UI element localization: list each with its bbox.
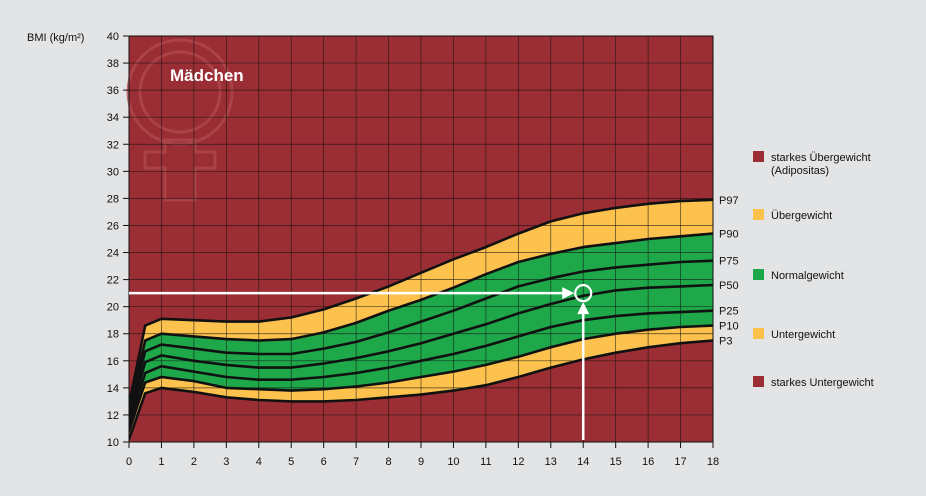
- x-tick-15: 15: [610, 456, 622, 468]
- legend-label-2: Übergewicht: [771, 210, 832, 222]
- x-tick-18: 18: [707, 456, 719, 468]
- y-axis-label: BMI (kg/m²): [27, 32, 84, 44]
- y-tick-14: 14: [107, 383, 119, 395]
- y-tick-30: 30: [107, 166, 119, 178]
- y-tick-16: 16: [107, 356, 119, 368]
- x-tick-9: 9: [418, 456, 424, 468]
- legend-swatch-3: [753, 269, 764, 280]
- x-tick-10: 10: [447, 456, 459, 468]
- marker-circle: [574, 284, 593, 303]
- label-p25: P25: [719, 306, 739, 318]
- legend-label-4: Untergewicht: [771, 329, 835, 341]
- y-tick-34: 34: [107, 112, 119, 124]
- label-p3: P3: [719, 336, 732, 348]
- curve-p97: [129, 198, 713, 406]
- example-marker: [129, 284, 593, 440]
- x-tick-12: 12: [512, 456, 524, 468]
- y-tick-labels: 10 12 14 16 18 20 22 24 26 28 30 32 34 36 38 40: [107, 31, 129, 449]
- legend-swatch-2: [753, 209, 764, 220]
- x-tick-11: 11: [480, 456, 491, 468]
- x-tick-8: 8: [385, 456, 391, 468]
- x-tick-2: 2: [191, 456, 197, 468]
- legend-sublabel-1: (Adipositas): [771, 165, 829, 177]
- legend-label-3: Normalgewicht: [771, 270, 844, 282]
- label-p90: P90: [719, 229, 739, 241]
- x-tick-17: 17: [674, 456, 686, 468]
- x-tick-3: 3: [223, 456, 229, 468]
- x-tick-labels: 0 1 2 3 4 5 6 7 8 9 10 11 12 13 14 15 16 17 18: [126, 442, 719, 468]
- x-tick-16: 16: [642, 456, 654, 468]
- band-p75-p90: [129, 233, 713, 415]
- curve-p50: [129, 283, 713, 422]
- y-tick-36: 36: [107, 85, 119, 97]
- label-p10: P10: [719, 321, 739, 333]
- x-tick-6: 6: [321, 456, 327, 468]
- y-tick-10: 10: [107, 437, 119, 449]
- x-tick-13: 13: [545, 456, 557, 468]
- legend-label-5: starkes Untergewicht: [771, 377, 874, 389]
- label-p97: P97: [719, 195, 739, 207]
- x-tick-14: 14: [577, 456, 589, 468]
- legend-swatch-4: [753, 328, 764, 339]
- curve-p25: [129, 309, 713, 428]
- y-tick-22: 22: [107, 275, 119, 287]
- y-tick-26: 26: [107, 220, 119, 232]
- band-p90-p97: [129, 199, 713, 410]
- y-tick-20: 20: [107, 302, 119, 314]
- y-tick-38: 38: [107, 58, 119, 70]
- legend-label-1: starkes Übergewicht: [771, 152, 871, 164]
- legend: starkes Übergewicht(Adipositas) Übergewic…: [753, 151, 874, 389]
- legend-swatch-1: [753, 151, 764, 162]
- curve-p10: [129, 324, 713, 433]
- label-p75: P75: [719, 256, 739, 268]
- y-tick-32: 32: [107, 139, 119, 151]
- x-tick-0: 0: [126, 456, 132, 468]
- y-tick-18: 18: [107, 329, 119, 341]
- percentile-labels: P3 P10 P25 P50 P75 P90 P97: [719, 195, 739, 348]
- y-tick-28: 28: [107, 193, 119, 205]
- x-tick-5: 5: [288, 456, 294, 468]
- marker-horizontal-arrowhead: [562, 287, 575, 300]
- x-tick-7: 7: [353, 456, 359, 468]
- curve-p3: [129, 339, 713, 441]
- x-tick-1: 1: [158, 456, 164, 468]
- chart-title: Mädchen: [170, 66, 244, 85]
- y-tick-12: 12: [107, 410, 119, 422]
- curve-p90: [129, 232, 713, 411]
- marker-vertical-arrowhead: [577, 302, 590, 315]
- percentile-curves: [129, 198, 713, 441]
- y-tick-24: 24: [107, 248, 119, 260]
- legend-swatch-5: [753, 376, 764, 387]
- y-tick-40: 40: [107, 31, 119, 43]
- curve-p75: [129, 259, 713, 417]
- x-tick-4: 4: [256, 456, 262, 468]
- label-p50: P50: [719, 280, 739, 292]
